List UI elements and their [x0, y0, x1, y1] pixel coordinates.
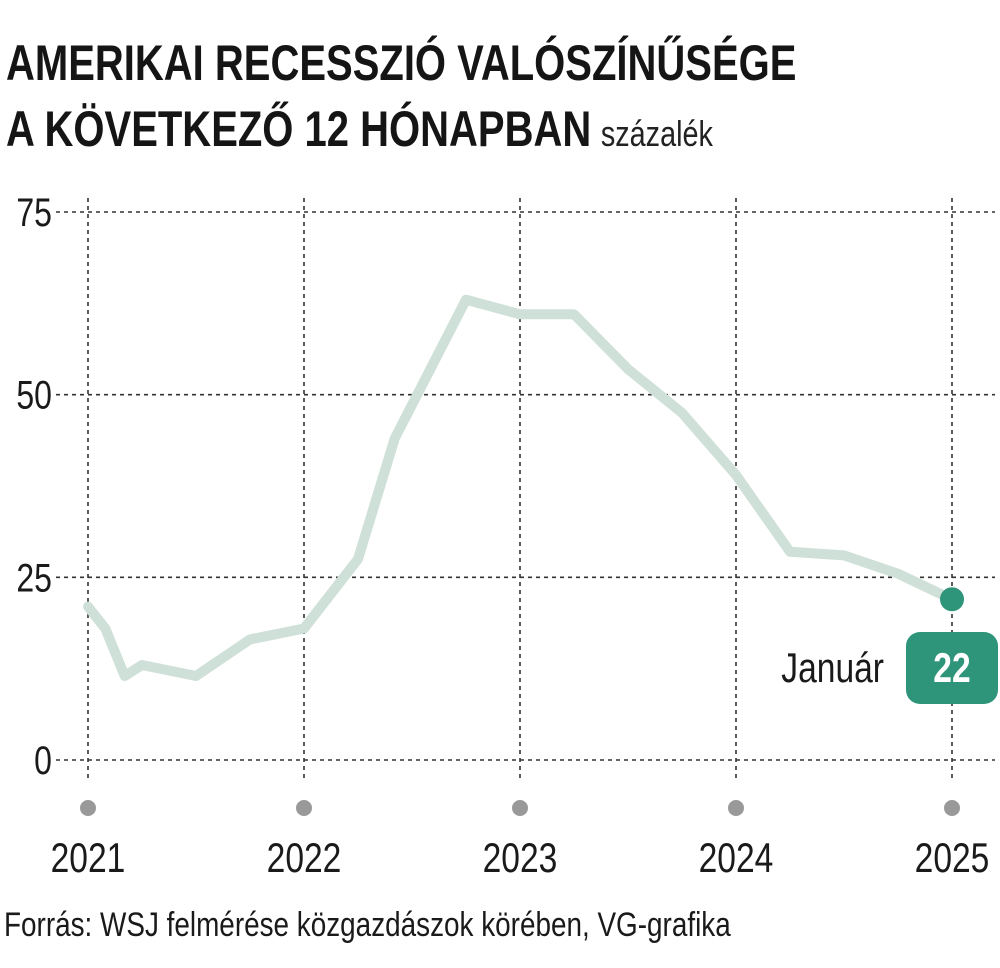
- x-axis: 2021 2022 2023 2024 2025: [51, 800, 990, 882]
- y-tick-label: 0: [34, 738, 52, 783]
- y-tick-label: 25: [16, 555, 52, 600]
- title-line-1: AMERIKAI RECESSZIÓ VALÓSZÍNŰSÉGE: [6, 35, 797, 91]
- series-line: [83, 294, 957, 681]
- x-tick-label: 2025: [915, 836, 990, 882]
- source-note: Forrás: WSJ felmérése közgazdászok köréb…: [4, 906, 731, 944]
- year-marker-dot: [728, 800, 744, 816]
- x-tick-label: 2021: [51, 836, 126, 882]
- grid: [56, 198, 995, 780]
- year-marker-dot: [296, 800, 312, 816]
- chart-title: AMERIKAI RECESSZIÓ VALÓSZÍNŰSÉGE A KÖVET…: [6, 30, 798, 167]
- x-tick-label: 2024: [699, 836, 774, 882]
- y-axis: 0 25 50 75: [16, 190, 52, 783]
- x-tick-label: 2023: [483, 836, 558, 882]
- y-tick-label: 50: [16, 372, 52, 417]
- last-point-marker: [940, 587, 964, 612]
- year-marker-dot: [944, 800, 960, 816]
- year-marker-dot: [80, 800, 96, 816]
- year-marker-dot: [512, 800, 528, 816]
- annotation: 22 Január: [781, 587, 998, 704]
- title-line-2: A KÖVETKEZŐ 12 HÓNAPBAN: [6, 101, 592, 157]
- unit-label: százalék: [600, 113, 713, 154]
- x-tick-label: 2022: [267, 836, 342, 882]
- series: [83, 294, 957, 681]
- annotation-label: Január: [781, 646, 884, 692]
- y-tick-label: 75: [16, 190, 52, 235]
- line-chart: 0 25 50 75 2021 2022 2023 2024 2025 22 Január: [16, 190, 998, 882]
- value-badge: [906, 632, 998, 704]
- value-badge-text: 22: [933, 646, 970, 692]
